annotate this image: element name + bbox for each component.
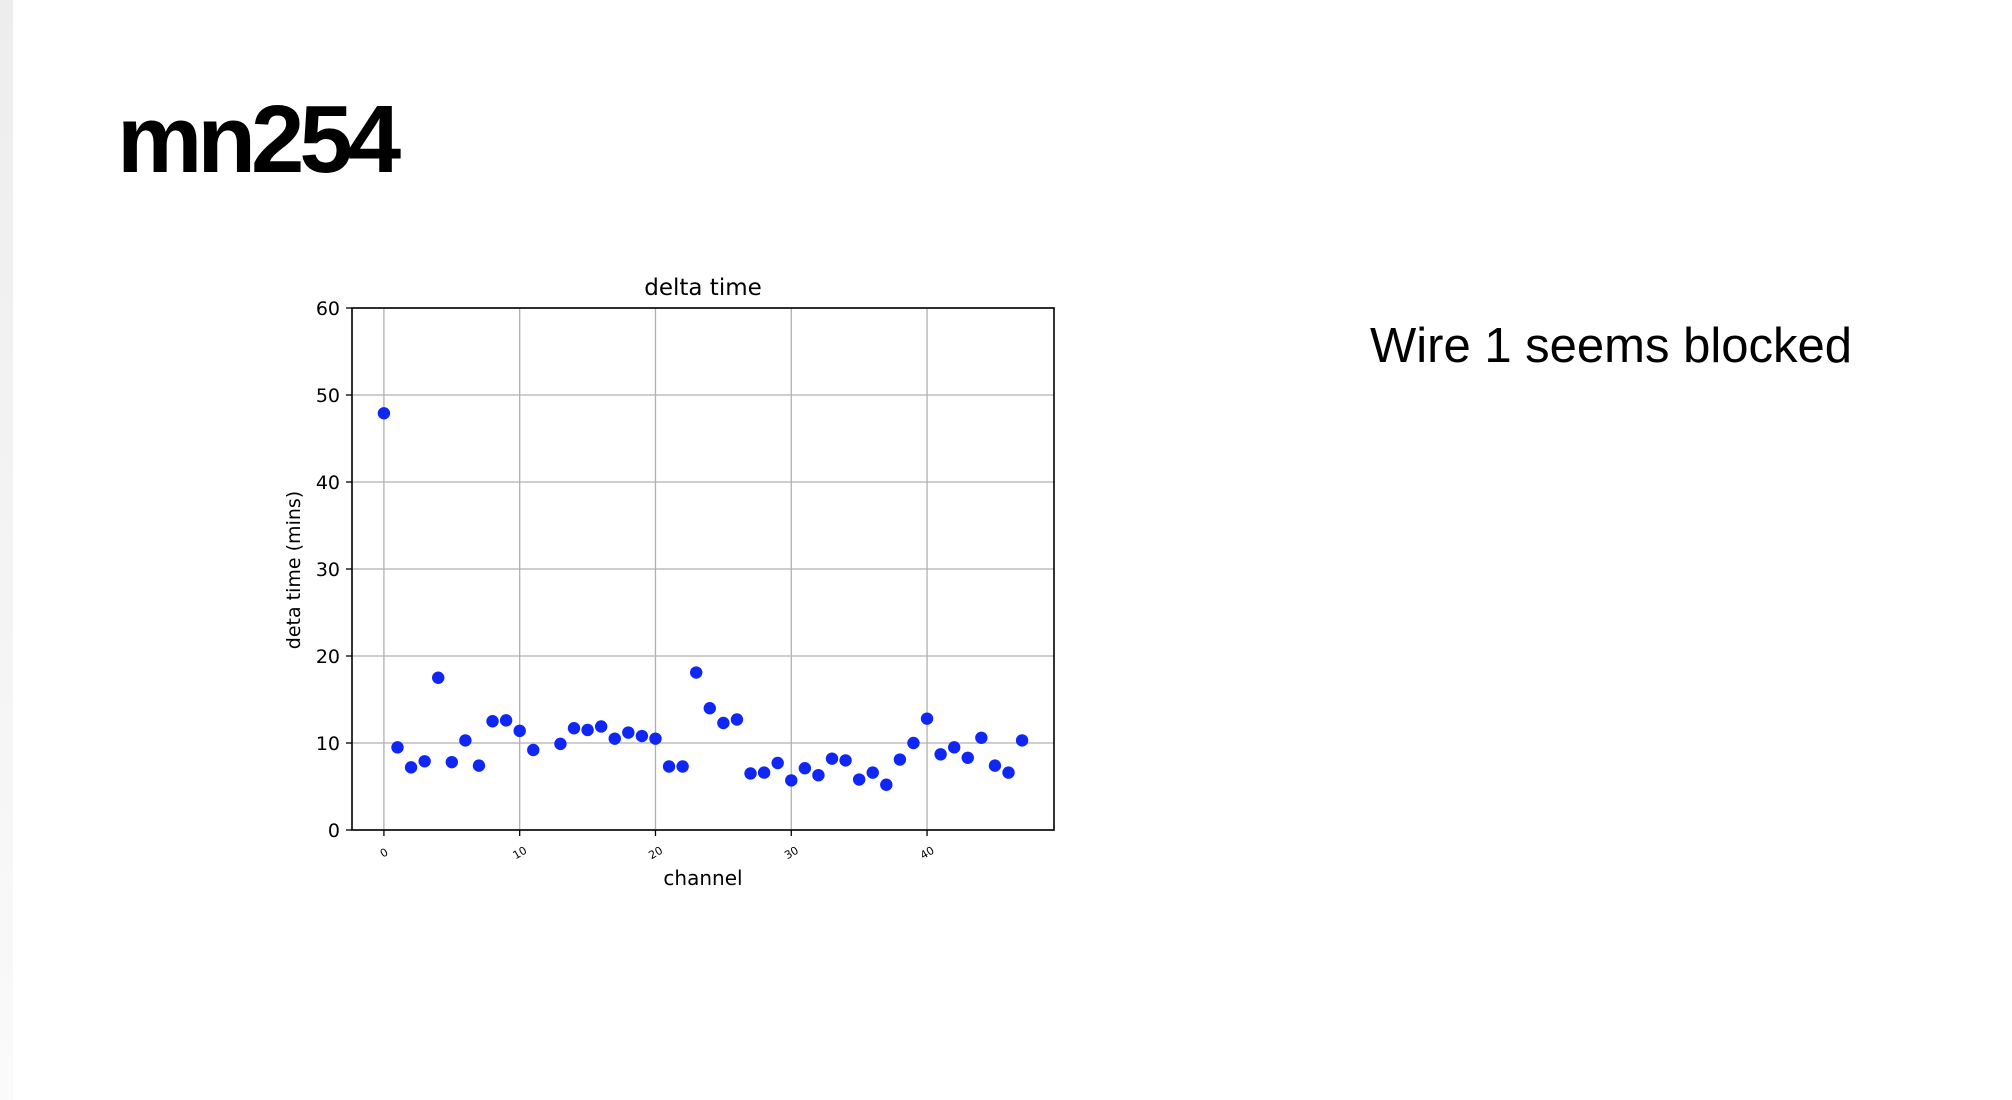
data-point	[893, 753, 907, 766]
data-point	[513, 724, 526, 738]
data-point	[418, 755, 431, 768]
data-point	[459, 734, 472, 747]
data-point	[567, 722, 581, 735]
data-point	[649, 732, 662, 745]
data-point	[472, 759, 486, 772]
data-point	[771, 756, 784, 770]
slide-title: mn254	[117, 86, 401, 193]
y-tick-label: 10	[316, 733, 340, 755]
y-tick-label: 0	[328, 820, 340, 842]
data-point	[432, 671, 445, 684]
data-point	[907, 736, 920, 750]
data-point	[798, 762, 812, 775]
data-point	[1015, 734, 1029, 747]
x-tick-label: 10	[511, 844, 530, 862]
data-point	[975, 731, 988, 744]
y-tick-label: 40	[316, 472, 340, 494]
grid-layer	[352, 307, 1054, 831]
data-point	[622, 726, 635, 739]
data-point	[635, 729, 649, 743]
data-point	[717, 716, 730, 730]
data-point	[377, 407, 391, 420]
data-point	[920, 712, 934, 725]
data-point	[676, 760, 689, 773]
data-point	[730, 713, 744, 726]
axes-layer: 0 10 20 30 40 0 10 20 30 40 50 60	[316, 298, 1055, 862]
chart-title: delta time	[644, 275, 762, 301]
data-point	[880, 778, 893, 791]
data-point	[934, 748, 947, 761]
left-edge-shadow	[0, 0, 13, 1100]
data-point	[404, 761, 418, 774]
points-layer	[377, 407, 1029, 791]
data-point	[527, 743, 540, 757]
data-point	[812, 768, 825, 782]
data-point	[690, 666, 703, 679]
data-point	[988, 759, 1002, 772]
y-tick-label: 20	[316, 646, 340, 668]
data-point	[703, 702, 716, 715]
data-point	[744, 767, 757, 780]
data-point	[947, 741, 961, 754]
data-point	[554, 737, 567, 751]
data-point	[839, 754, 852, 767]
data-point	[445, 755, 459, 769]
x-tick-label: 30	[782, 844, 801, 862]
data-point	[581, 723, 594, 737]
data-point	[852, 773, 866, 786]
y-tick-label: 50	[316, 385, 340, 407]
data-point	[961, 751, 974, 764]
x-tick-label: 40	[918, 844, 937, 862]
slide-note: Wire 1 seems blocked	[1370, 319, 1853, 373]
x-axis-label: channel	[663, 866, 742, 890]
data-point	[785, 774, 798, 787]
data-point	[825, 752, 839, 765]
data-point	[866, 766, 879, 779]
x-tick-label: 0	[378, 846, 391, 861]
data-point	[1002, 766, 1015, 779]
x-tick-label: 20	[646, 844, 665, 862]
data-point	[486, 715, 499, 728]
data-point	[757, 766, 771, 779]
data-point	[499, 714, 513, 727]
data-point	[662, 760, 676, 773]
y-tick-label: 60	[316, 298, 340, 320]
data-point	[608, 732, 621, 745]
data-point	[594, 720, 608, 733]
data-point	[391, 741, 404, 754]
y-tick-label: 30	[316, 559, 340, 581]
y-axis-label: deta time (mins)	[283, 491, 305, 649]
